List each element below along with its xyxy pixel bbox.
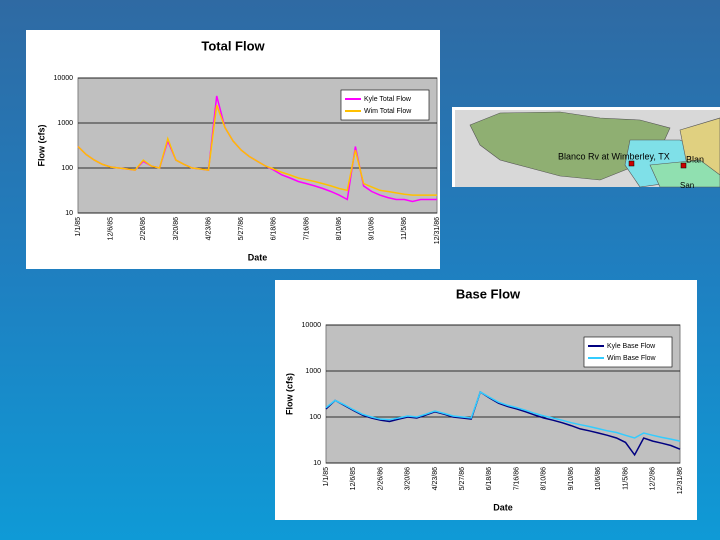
- x-tick-label: 2/26/86: [140, 217, 147, 240]
- y-tick-label: 10: [65, 210, 73, 217]
- y-axis-label: Flow (cfs): [284, 373, 294, 415]
- legend-box: [340, 89, 430, 121]
- y-tick-label: 10000: [302, 322, 322, 329]
- x-tick-label: 5/27/86: [459, 467, 466, 490]
- x-tick-label: 11/5/86: [401, 217, 408, 240]
- x-tick-label: 3/20/86: [173, 217, 180, 240]
- x-tick-label: 6/18/86: [271, 217, 278, 240]
- line: [325, 390, 681, 457]
- gauge: [680, 162, 687, 169]
- x-tick-label: 4/23/86: [432, 467, 439, 490]
- map-label: Blanco Rv at Wimberley, TX: [558, 151, 670, 161]
- x-tick-label: 9/10/86: [369, 217, 376, 240]
- legend-label: Kyle Total Flow: [364, 96, 412, 103]
- x-tick-label: 11/5/86: [622, 467, 629, 490]
- chart-title: Base Flow: [456, 286, 521, 301]
- line: [325, 390, 681, 442]
- x-axis-label: Date: [248, 252, 268, 262]
- x-tick-label: 7/16/86: [303, 217, 310, 240]
- x-tick-label: 3/20/86: [405, 467, 412, 490]
- y-tick-label: 10: [313, 460, 321, 467]
- x-tick-label: 1/1/85: [323, 467, 330, 487]
- chart-title: Total Flow: [201, 38, 265, 53]
- watershed: [649, 159, 720, 188]
- map: Blanco Rv at Wimberley, TX Blan San: [452, 107, 720, 190]
- line: [77, 104, 437, 196]
- x-tick-label: 12/31/86: [677, 467, 684, 494]
- legend-label: Wim Total Flow: [364, 108, 412, 115]
- legend-label: Wim Base Flow: [607, 355, 657, 362]
- y-tick-label: 1000: [57, 120, 73, 127]
- map-label: Blan: [686, 154, 704, 164]
- gauge: [628, 160, 635, 167]
- x-tick-label: 4/23/86: [205, 217, 212, 240]
- y-tick-label: 10000: [54, 75, 74, 82]
- x-tick-label: 12/6/85: [107, 217, 114, 240]
- x-tick-label: 9/10/86: [568, 467, 575, 490]
- x-tick-label: 8/10/86: [336, 217, 343, 240]
- x-tick-label: 8/10/86: [541, 467, 548, 490]
- x-axis-label: Date: [493, 502, 513, 512]
- x-tick-label: 10/6/86: [595, 467, 602, 490]
- legend-box: [583, 336, 673, 368]
- x-tick-label: 7/16/86: [513, 467, 520, 490]
- x-tick-label: 5/27/86: [238, 217, 245, 240]
- x-tick-label: 1/1/85: [75, 217, 82, 237]
- legend-label: Kyle Base Flow: [607, 343, 656, 350]
- y-tick-label: 100: [309, 414, 321, 421]
- y-tick-label: 1000: [305, 368, 321, 375]
- x-tick-label: 12/31/86: [434, 217, 441, 244]
- x-tick-label: 12/2/86: [650, 467, 657, 490]
- x-tick-label: 6/18/86: [486, 467, 493, 490]
- x-tick-label: 12/6/85: [350, 467, 357, 490]
- y-axis-label: Flow (cfs): [36, 124, 46, 166]
- x-tick-label: 2/26/86: [377, 467, 384, 490]
- map-label: San: [680, 181, 694, 190]
- y-tick-label: 100: [61, 165, 73, 172]
